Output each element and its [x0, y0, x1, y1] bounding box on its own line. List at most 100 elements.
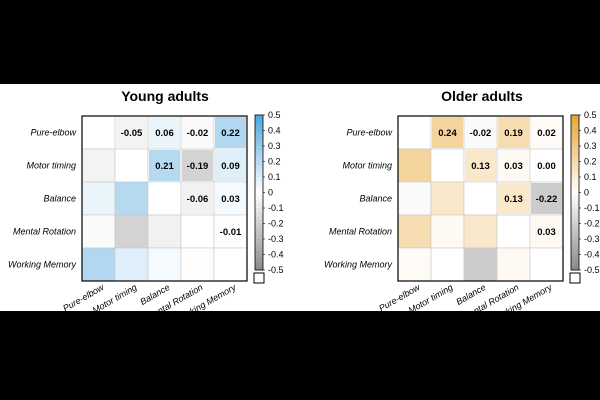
colorbar-segment [571, 219, 579, 224]
colorbar-tick-label: -0.4 [268, 250, 284, 260]
colorbar-segment [255, 188, 263, 193]
cell-value-label: -0.19 [187, 161, 209, 172]
heatmap-cell [114, 148, 149, 183]
colorbar-segment [255, 165, 263, 170]
colorbar-na-box [253, 272, 265, 284]
colorbar-segment [255, 184, 263, 190]
colorbar-segment [255, 196, 263, 201]
colorbar-segment [255, 223, 263, 228]
colorbar-segment [255, 118, 263, 124]
row-label: Mental Rotation [329, 227, 392, 237]
cell-value-label: 0.02 [537, 128, 556, 139]
heatmap-cell [147, 214, 182, 249]
row-label: Pure-elbow [30, 128, 76, 138]
cell-value-label: 0.03 [221, 194, 240, 205]
colorbar-tick-label: -0.2 [584, 219, 600, 229]
heatmap-frame [81, 115, 248, 282]
chart-title: Older adults [441, 88, 523, 104]
colorbar-segment [571, 200, 579, 205]
colorbar-segment [255, 177, 263, 182]
colorbar-segment [571, 126, 579, 131]
colorbar-segment [255, 254, 263, 259]
heatmap-cell-fill [531, 117, 562, 148]
cell-value-label: -0.02 [470, 128, 492, 139]
colorbar-tick-label: -0.3 [584, 234, 600, 244]
colorbar-segment [571, 254, 579, 259]
colorbar-segment [255, 200, 263, 205]
colorbar-segment [255, 173, 263, 178]
heatmap-cell-fill [215, 216, 246, 247]
cell-value-label: 0.21 [155, 161, 174, 172]
colorbar-segment [571, 161, 579, 166]
colorbar-segment [571, 177, 579, 182]
colorbar-tick-label: 0.3 [584, 141, 597, 151]
colorbar-segment [255, 250, 263, 255]
colorbar-segment [255, 153, 263, 159]
colorbar-tick-label: -0.1 [584, 203, 600, 213]
heatmap-cell [529, 247, 564, 282]
heatmap-cell-fill [498, 117, 529, 148]
colorbar-tick-label: 0.3 [268, 141, 281, 151]
colorbar-segment [571, 153, 579, 159]
colorbar-segment [571, 149, 579, 155]
colorbar-segment [571, 165, 579, 170]
heatmap-cell-fill [215, 150, 246, 181]
colorbar-segment [571, 122, 579, 128]
heatmap-cell-fill [182, 117, 213, 148]
cell-value-label: 0.09 [221, 161, 240, 172]
colorbar-tick-label: 0 [584, 188, 589, 198]
heatmap-cell-fill [215, 117, 246, 148]
colorbar-segment [571, 204, 579, 209]
cell-value-label: -0.02 [187, 128, 209, 139]
colorbar-tick-label: 0.4 [268, 126, 281, 136]
row-label: Motor timing [26, 161, 76, 171]
colorbar-tick-label: 0.1 [268, 172, 281, 182]
heatmap-frame [397, 115, 564, 282]
colorbar-segment [571, 118, 579, 124]
cell-value-label: -0.05 [121, 128, 143, 139]
colorbar-segment [255, 138, 263, 143]
heatmap-cell [180, 247, 215, 282]
heatmap-cell [114, 181, 149, 216]
correlation-figure: Young adults -0.05 0.06 -0.02 0.22 0.21 -0.19 0… [8, 88, 600, 311]
heatmap-cell-fill [182, 183, 213, 214]
colorbar-segment [571, 142, 579, 147]
row-label: Working Memory [8, 260, 77, 270]
row-label: Balance [359, 194, 392, 204]
heatmap-cell-fill [531, 150, 562, 181]
colorbar-segment [255, 235, 263, 240]
heatmap-cell [463, 181, 498, 216]
colorbar-segment [571, 239, 579, 244]
colorbar-segment [571, 262, 579, 267]
colorbar-segment [255, 231, 263, 236]
colorbar-segment [571, 146, 579, 151]
heatmap-cell [147, 247, 182, 282]
heatmap-cell [397, 214, 432, 249]
cell-value-label: -0.01 [220, 227, 242, 238]
colorbar-tick-label: -0.3 [268, 234, 284, 244]
heatmap-cell-fill [215, 183, 246, 214]
colorbar-segment [571, 246, 579, 252]
colorbar-tick-label: 0.5 [584, 110, 597, 120]
heatmap-cell [430, 181, 465, 216]
heatmap-cell-fill [465, 117, 496, 148]
colorbar-segment [255, 242, 263, 248]
heatmap-cell-fill [498, 183, 529, 214]
colorbar-segment [255, 227, 263, 232]
heatmap-cell [463, 247, 498, 282]
heatmap-cell-fill [116, 117, 147, 148]
cell-value-label: 0.13 [471, 161, 490, 172]
colorbar-tick-label: -0.5 [584, 265, 600, 275]
colorbar-segment [571, 250, 579, 255]
heatmap-cell [213, 247, 248, 282]
colorbar-segment [255, 262, 263, 267]
row-label: Mental Rotation [13, 227, 76, 237]
heatmap-cell [496, 247, 531, 282]
heatmap-cell-fill [149, 117, 180, 148]
heatmap-cell [430, 214, 465, 249]
colorbar-tick-label: 0.2 [584, 157, 597, 167]
colorbar-segment [571, 115, 579, 120]
heatmap-cell-fill [531, 216, 562, 247]
colorbar-segment [255, 258, 263, 263]
heatmap-cell [114, 247, 149, 282]
